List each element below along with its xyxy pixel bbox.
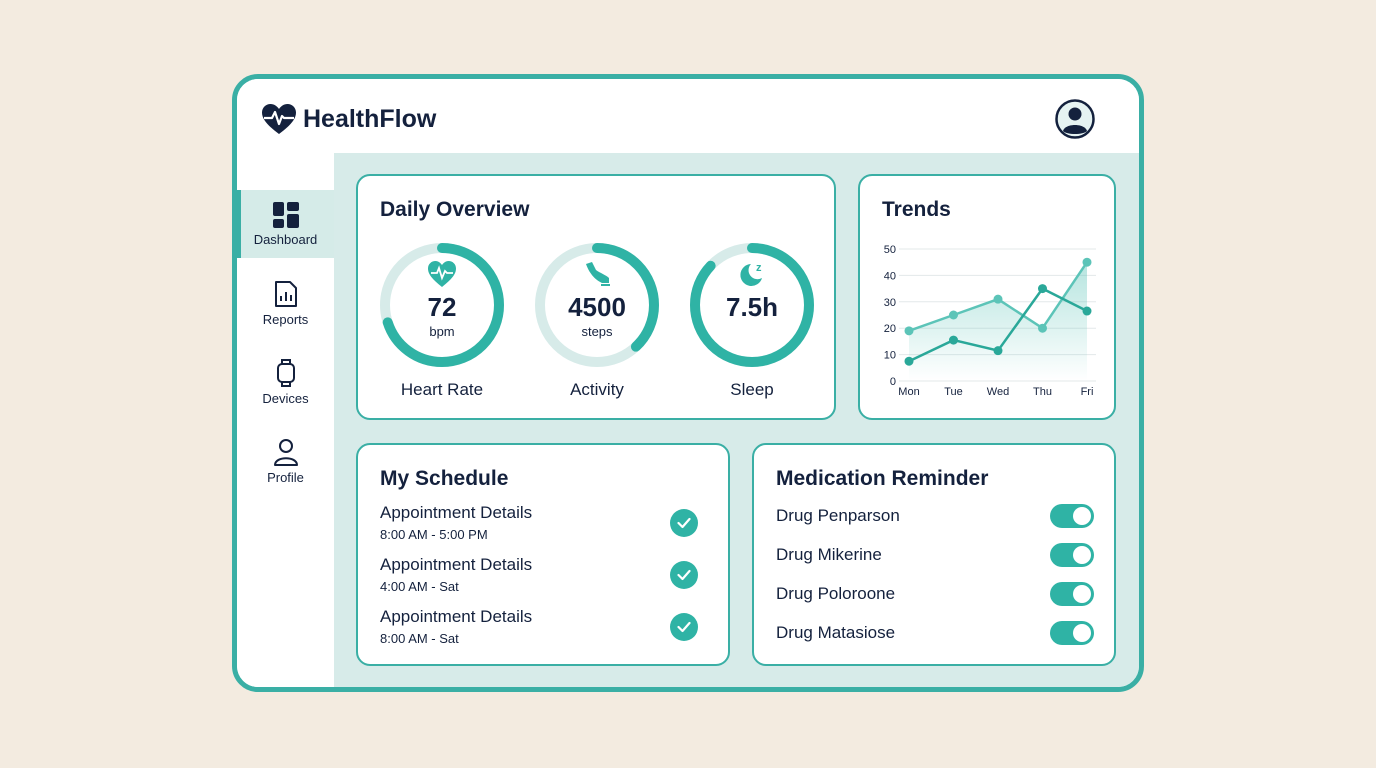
medication-item: Drug Mikerine (776, 542, 1094, 568)
y-tick-label: 30 (884, 297, 896, 309)
check-icon[interactable] (670, 509, 698, 537)
metric-unit: steps (581, 324, 613, 339)
card-title: Daily Overview (380, 198, 530, 221)
smartwatch-icon (276, 358, 295, 387)
medication-toggle[interactable] (1050, 504, 1094, 528)
medication-card: Medication Reminder Drug Penparson Drug M… (752, 443, 1116, 666)
data-point (904, 326, 914, 336)
check-icon[interactable] (670, 613, 698, 641)
app-title: HealthFlow (303, 104, 437, 133)
sidebar-item-reports[interactable]: Reports (237, 269, 334, 337)
data-point (949, 335, 958, 345)
progress-ring (690, 243, 814, 367)
sidebar-item-profile[interactable]: Profile (237, 427, 334, 495)
y-tick-label: 40 (884, 270, 896, 282)
medication-name: Drug Penparson (776, 506, 900, 525)
medication-toggle[interactable] (1050, 582, 1094, 606)
appointment-time: 8:00 AM - Sat (380, 631, 459, 646)
data-point (904, 356, 914, 366)
card-title: Medication Reminder (776, 467, 989, 490)
y-tick-label: 10 (884, 350, 896, 362)
card-title: My Schedule (380, 467, 509, 490)
metric-value: 4500 (568, 292, 626, 322)
medication-name: Drug Mikerine (776, 545, 882, 564)
sidebar-item-label: Dashboard (253, 231, 318, 247)
progress-ring-fill (380, 243, 504, 367)
report-document-icon (274, 280, 297, 307)
medication-toggle[interactable] (1050, 621, 1094, 645)
medication-item: Drug Matasiose (776, 620, 1094, 646)
check-icon[interactable] (670, 561, 698, 589)
x-tick-label: Tue (944, 386, 963, 398)
svg-text:z: z (756, 262, 762, 274)
heart-pulse-logo-icon (262, 104, 296, 134)
header: HealthFlow (237, 79, 1139, 153)
data-point (993, 346, 1003, 356)
appointment-title: Appointment Details (380, 503, 533, 522)
sidebar-item-label: Reports (262, 311, 309, 327)
medication-name: Drug Matasiose (776, 623, 896, 642)
metric-label: Activity (570, 380, 624, 399)
metric-unit: bpm (429, 324, 455, 339)
sidebar: Dashboard Reports Devices Profile (237, 153, 334, 687)
daily-overview-card: Daily Overview 72 bpm Heart Rate 4500 st… (356, 174, 836, 420)
user-icon (273, 438, 298, 466)
appointment-title: Appointment Details (380, 555, 533, 574)
medication-name: Drug Poloroone (776, 584, 896, 603)
x-tick-label: Fri (1081, 386, 1094, 398)
x-tick-label: Mon (898, 386, 919, 398)
appointment-time: 4:00 AM - Sat (380, 579, 459, 594)
data-point (1038, 323, 1047, 333)
data-point (1082, 257, 1092, 267)
trends-card: Trends 0 10 20 30 40 50 Mon Tue Wed Thu Fri (858, 174, 1116, 420)
medication-item: Drug Poloroone (776, 581, 1094, 607)
moon-sleep-icon: z (737, 260, 767, 288)
metric-label: Sleep (730, 380, 774, 399)
progress-ring (380, 243, 504, 367)
progress-ring-fill (535, 243, 659, 367)
trends-chart: 0 10 20 30 40 50 Mon Tue Wed Thu Fri (884, 244, 1096, 398)
appointment-item[interactable]: Appointment Details 8:00 AM - Sat (380, 607, 720, 646)
metric-heart-rate[interactable]: 72 bpm Heart Rate (377, 240, 507, 400)
data-point (1082, 306, 1092, 316)
y-tick-label: 50 (884, 244, 896, 256)
y-tick-label: 0 (890, 376, 896, 388)
appointment-time: 8:00 AM - 5:00 PM (380, 527, 488, 542)
medication-item: Drug Penparson (776, 503, 1094, 529)
data-point (1038, 284, 1047, 294)
metric-label: Heart Rate (400, 380, 484, 399)
series-area (909, 262, 1087, 381)
appointment-item[interactable]: Appointment Details 8:00 AM - 5:00 PM (380, 503, 720, 542)
appointment-item[interactable]: Appointment Details 4:00 AM - Sat (380, 555, 720, 594)
metric-value: 72 (427, 292, 457, 322)
y-tick-label: 20 (884, 323, 896, 335)
progress-ring-fill (690, 243, 814, 367)
logo[interactable]: HealthFlow (261, 103, 436, 135)
data-point (949, 310, 958, 320)
metric-sleep[interactable]: z 7.5h Sleep (687, 240, 817, 400)
sidebar-item-dashboard[interactable]: Dashboard (237, 190, 334, 258)
card-title: Trends (882, 198, 951, 221)
user-avatar-icon[interactable] (1055, 99, 1095, 139)
metric-activity[interactable]: 4500 steps Activity (532, 240, 662, 400)
x-tick-label: Thu (1033, 386, 1052, 398)
sidebar-item-devices[interactable]: Devices (237, 348, 334, 416)
dashboard-grid-icon (272, 201, 299, 228)
schedule-card: My Schedule Appointment Details 8:00 AM -… (356, 443, 730, 666)
sidebar-item-label: Profile (267, 469, 304, 485)
shoe-icon (582, 260, 612, 288)
sidebar-item-label: Devices (262, 390, 309, 406)
data-point (993, 294, 1003, 304)
x-tick-label: Wed (987, 386, 1009, 398)
metric-value: 7.5h (725, 292, 779, 322)
medication-toggle[interactable] (1050, 543, 1094, 567)
heart-pulse-icon (427, 260, 457, 288)
progress-ring (535, 243, 659, 367)
appointment-title: Appointment Details (380, 607, 533, 626)
